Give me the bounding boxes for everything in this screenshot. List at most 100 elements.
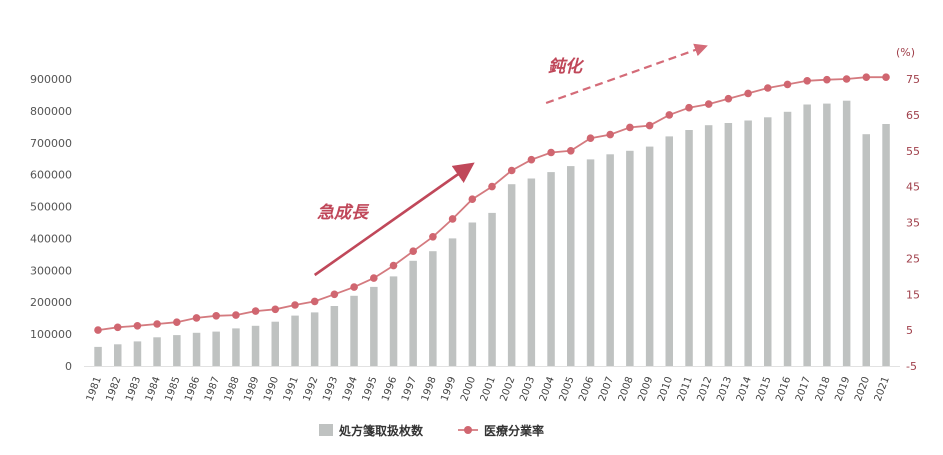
x-tick-label: 2020	[853, 375, 872, 403]
rate-point-2021	[882, 73, 890, 81]
bar-1981	[94, 346, 102, 366]
x-tick-label: 2018	[814, 375, 833, 403]
bar-2019	[842, 100, 851, 366]
rate-point-1990	[271, 305, 280, 314]
left-tick-label: 200000	[30, 296, 72, 309]
bar-1988	[232, 328, 240, 366]
left-tick-label: 800000	[30, 105, 72, 118]
x-tick-label: 1983	[124, 375, 143, 403]
rate-point-2000	[468, 195, 477, 203]
bar-1989	[251, 325, 260, 366]
annotation-slowdown: 鈍化	[548, 57, 585, 77]
x-tick-label: 1994	[341, 375, 360, 403]
rate-point-2020	[862, 73, 871, 81]
rate-point-1992	[310, 297, 319, 306]
rate-point-2008	[626, 123, 634, 132]
rate-point-1993	[330, 290, 339, 299]
x-tick-label: 1987	[203, 375, 222, 403]
rate-point-2009	[645, 121, 654, 130]
x-tick-label: 1989	[242, 375, 261, 403]
right-tick-label: 45	[906, 181, 920, 194]
x-tick-label: 2003	[518, 375, 537, 403]
x-tick-label: 2015	[755, 375, 774, 403]
bar-2012	[704, 125, 713, 366]
legend-bar-label: 処方箋取扱枚数	[338, 423, 424, 438]
rate-point-1991	[291, 301, 299, 309]
bar-series	[94, 100, 890, 367]
x-tick-label: 1993	[321, 375, 340, 403]
right-tick-label: -5	[906, 360, 917, 373]
x-tick-label: 2021	[873, 375, 892, 403]
rate-point-2017	[803, 77, 811, 85]
legend-line-marker	[464, 426, 472, 434]
rate-point-1994	[350, 283, 358, 291]
x-tick-label: 2004	[538, 375, 557, 403]
rate-point-2001	[488, 182, 496, 191]
right-tick-label: 25	[906, 252, 920, 265]
x-tick-label: 2008	[617, 375, 636, 403]
x-tick-label: 1998	[420, 375, 439, 403]
bar-1995	[370, 286, 378, 366]
x-tick-label: 2017	[794, 375, 813, 403]
bar-1997	[409, 260, 417, 366]
left-axis-ticks: 0 100000 200000 300000 400000 500000 600000 700…	[30, 73, 72, 373]
left-tick-label: 700000	[30, 137, 72, 150]
left-tick-label: 0	[65, 360, 72, 373]
left-tick-label: 300000	[30, 264, 72, 277]
rate-point-1986	[192, 314, 201, 322]
rate-point-1997	[409, 247, 418, 255]
x-tick-label: 2006	[577, 375, 596, 403]
bar-1998	[429, 251, 437, 366]
rate-point-2014	[744, 89, 752, 98]
rate-point-2015	[764, 84, 772, 92]
bar-2017	[803, 104, 811, 366]
legend-line-label: 医療分業率	[484, 423, 544, 438]
bar-1991	[291, 315, 299, 366]
rate-point-1984	[153, 320, 161, 328]
bar-1992	[310, 312, 319, 366]
x-tick-label: 2014	[735, 375, 754, 403]
bar-1982	[114, 344, 122, 366]
right-tick-label: 75	[906, 73, 920, 86]
bar-1987	[212, 331, 220, 366]
x-tick-label: 1985	[164, 375, 183, 403]
x-tick-label: 1992	[301, 375, 320, 403]
rate-point-2011	[685, 103, 693, 112]
bar-1993	[330, 306, 339, 366]
bar-2001	[488, 212, 496, 366]
rate-point-1981	[94, 326, 102, 334]
left-tick-label: 600000	[30, 169, 72, 182]
bar-2008	[626, 150, 634, 367]
bar-2020	[862, 134, 870, 366]
rate-point-2003	[527, 155, 536, 164]
bar-2003	[527, 178, 536, 366]
right-tick-label: 35	[906, 217, 920, 230]
left-tick-label: 100000	[30, 328, 72, 341]
bar-1990	[271, 321, 279, 366]
x-tick-label: 2002	[498, 375, 517, 403]
x-tick-label: 1997	[400, 375, 419, 403]
rate-point-1989	[251, 307, 260, 315]
rate-point-2013	[724, 94, 733, 103]
rate-point-1988	[232, 311, 240, 319]
right-axis-ticks: -5 5 15 25 35 45 55 65 75	[906, 73, 920, 373]
bar-1986	[192, 332, 201, 366]
rate-point-1982	[113, 323, 122, 332]
x-tick-label: 2001	[479, 375, 498, 403]
rate-point-1996	[389, 261, 398, 270]
rate-point-2018	[823, 75, 831, 84]
x-tick-label: 1986	[183, 375, 202, 403]
legend: 処方箋取扱枚数 医療分業率	[319, 423, 544, 438]
rate-point-2010	[665, 111, 674, 119]
left-tick-label: 500000	[30, 201, 72, 214]
bar-2013	[724, 123, 733, 366]
bar-1999	[448, 238, 457, 366]
x-tick-label: 1999	[439, 375, 458, 403]
bar-1996	[389, 276, 398, 366]
rate-point-2002	[507, 166, 516, 175]
right-tick-label: 5	[906, 324, 913, 337]
bar-2011	[685, 130, 693, 366]
x-tick-label: 1984	[144, 375, 163, 403]
